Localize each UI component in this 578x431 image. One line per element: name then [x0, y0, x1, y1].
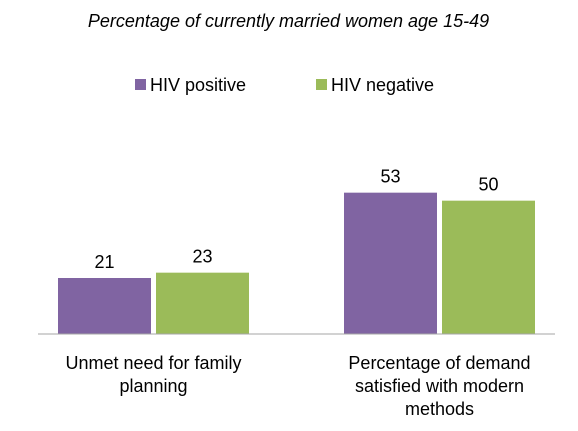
bar	[442, 200, 535, 334]
x-tick-label: Unmet need for family planning	[65, 353, 242, 396]
bar	[344, 192, 437, 334]
data-label: 23	[192, 246, 212, 266]
bar	[156, 272, 249, 334]
bar	[58, 278, 151, 334]
chart-title: Percentage of currently married women ag…	[87, 11, 490, 31]
legend-label: HIV positive	[150, 75, 246, 95]
data-label: 21	[94, 252, 114, 272]
data-label: 53	[380, 166, 400, 186]
data-label: 50	[478, 174, 498, 194]
x-tick-label: Percentage of demand satisfied with mode…	[348, 353, 531, 419]
legend-swatch	[316, 79, 327, 90]
legend-swatch	[135, 79, 146, 90]
legend-label: HIV negative	[331, 75, 434, 95]
